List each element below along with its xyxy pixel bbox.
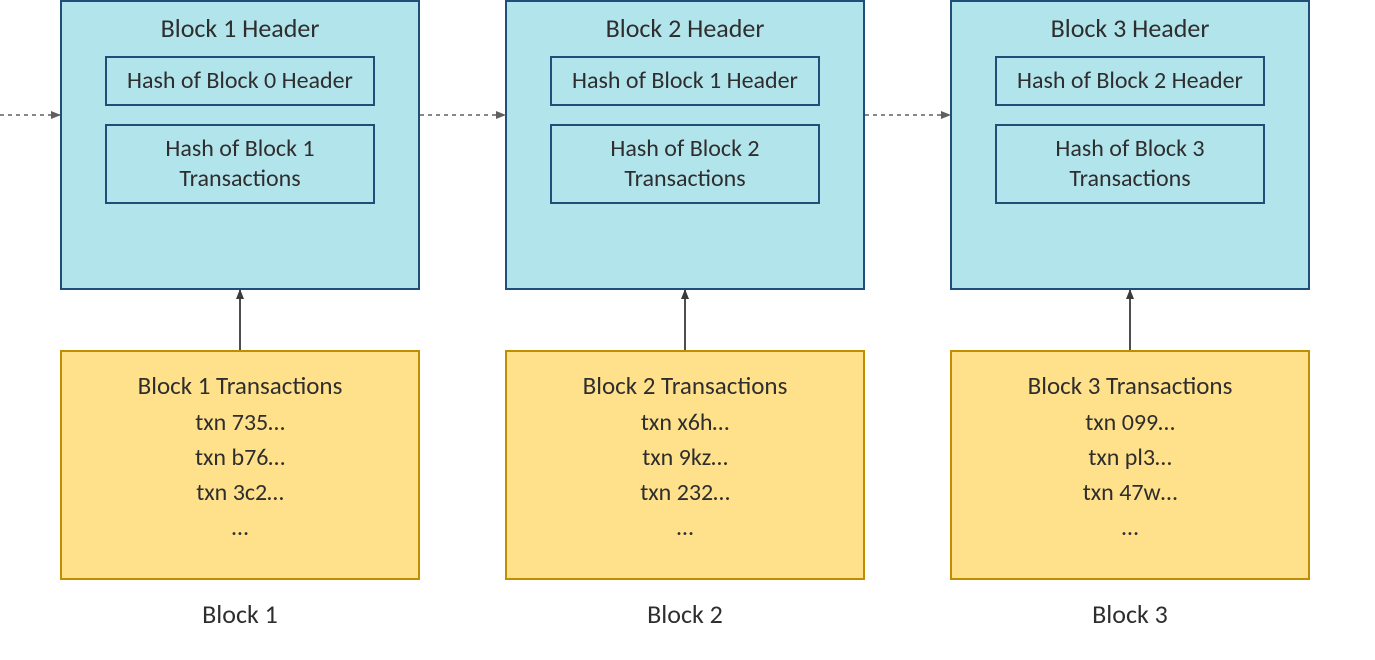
block-header-title: Block 2 Header [527, 12, 843, 44]
block-header-title: Block 3 Header [972, 12, 1288, 44]
transactions-box: Block 2 Transactionstxn x6h…txn 9kz…txn … [505, 350, 865, 580]
block-label: Block 2 [505, 598, 865, 630]
prev-hash-box: Hash of Block 2 Header [995, 56, 1265, 106]
prev-hash-box: Hash of Block 1 Header [550, 56, 820, 106]
transactions-title: Block 3 Transactions [952, 368, 1308, 404]
block-header-box: Block 1 Header Hash of Block 0 Header Hash… [60, 0, 420, 290]
transaction-row: … [952, 511, 1308, 546]
block-column-2: Block 2 Header Hash of Block 1 Header Hash… [505, 0, 865, 630]
prev-hash-box: Hash of Block 0 Header [105, 56, 375, 106]
transaction-row: … [507, 511, 863, 546]
transaction-row: txn pl3… [952, 441, 1308, 476]
transaction-row: txn 3c2… [62, 476, 418, 511]
block-column-1: Block 1 Header Hash of Block 0 Header Hash… [60, 0, 420, 630]
transaction-row: txn 232… [507, 476, 863, 511]
transactions-box: Block 1 Transactionstxn 735…txn b76…txn … [60, 350, 420, 580]
txn-hash-box: Hash of Block 2 Transactions [550, 124, 820, 204]
block-column-3: Block 3 Header Hash of Block 2 Header Hash… [950, 0, 1310, 630]
txn-hash-box: Hash of Block 1 Transactions [105, 124, 375, 204]
block-label: Block 1 [60, 598, 420, 630]
transaction-row: txn b76… [62, 441, 418, 476]
block-label: Block 3 [950, 598, 1310, 630]
transaction-row: txn 099… [952, 406, 1308, 441]
txn-hash-box: Hash of Block 3 Transactions [995, 124, 1265, 204]
blockchain-diagram: Block 1 Header Hash of Block 0 Header Hash… [0, 0, 1375, 660]
transaction-row: txn 47w… [952, 476, 1308, 511]
block-header-title: Block 1 Header [82, 12, 398, 44]
transaction-row: txn 9kz… [507, 441, 863, 476]
transactions-title: Block 1 Transactions [62, 368, 418, 404]
block-header-box: Block 2 Header Hash of Block 1 Header Hash… [505, 0, 865, 290]
transactions-box: Block 3 Transactionstxn 099…txn pl3…txn … [950, 350, 1310, 580]
transaction-row: txn 735… [62, 406, 418, 441]
block-header-box: Block 3 Header Hash of Block 2 Header Hash… [950, 0, 1310, 290]
transaction-row: txn x6h… [507, 406, 863, 441]
transaction-row: … [62, 511, 418, 546]
transactions-title: Block 2 Transactions [507, 368, 863, 404]
